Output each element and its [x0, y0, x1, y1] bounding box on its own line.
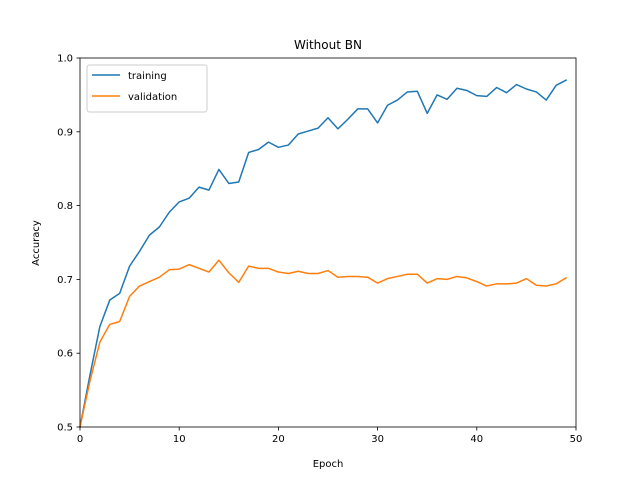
- x-tick-label: 50: [570, 434, 583, 445]
- legend-label-training: training: [128, 71, 167, 82]
- x-tick-label: 0: [77, 434, 83, 445]
- y-tick-label: 0.6: [57, 349, 73, 360]
- y-tick-label: 0.7: [57, 275, 73, 286]
- y-tick-label: 0.9: [57, 127, 73, 138]
- chart-title: Without BN: [294, 38, 362, 52]
- axes-frame: [79, 57, 577, 428]
- axes: 0 10 20 30 40 50 0.5 0.6 0.7 0.8 0.9 1.0: [57, 54, 582, 446]
- x-tick-label: 20: [272, 434, 285, 445]
- x-tick-label: 30: [371, 434, 384, 445]
- x-tick-label: 10: [173, 434, 186, 445]
- x-tick-label: 40: [470, 434, 483, 445]
- y-axis-label: Accuracy: [31, 220, 42, 266]
- y-tick-label: 0.8: [57, 201, 73, 212]
- series-line-validation: [79, 259, 568, 428]
- y-tick-label: 0.5: [57, 423, 73, 434]
- legend: training validation: [86, 64, 208, 113]
- series-line-training: [79, 79, 568, 428]
- legend-box: [86, 64, 208, 113]
- y-tick-label: 1.0: [57, 54, 73, 65]
- plot-area: [79, 79, 568, 428]
- x-axis-label: Epoch: [313, 459, 344, 470]
- legend-label-validation: validation: [128, 92, 177, 103]
